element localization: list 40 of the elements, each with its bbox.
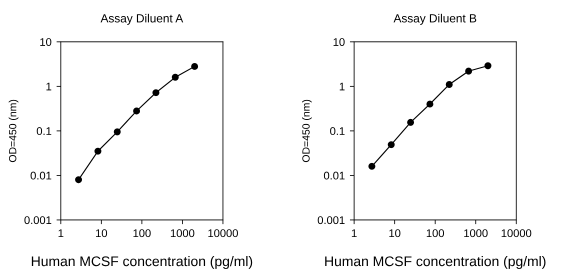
x-tick-label: 100 — [426, 229, 444, 238]
y-tick-label: 0.1 — [36, 127, 52, 136]
y-tick-label: 0.001 — [318, 216, 345, 224]
point — [484, 62, 492, 70]
point — [152, 89, 160, 96]
y-tick-label: 0.001 — [24, 216, 52, 224]
point — [94, 148, 102, 155]
x-tick-label: 100 — [133, 229, 151, 238]
chart-title: Assay Diluent B — [394, 14, 476, 25]
x-tick-label: 10 — [389, 229, 400, 238]
x-axis-title: Human MCSF concentration (pg/ml) — [32, 256, 252, 269]
x-tick-label: 10 — [96, 229, 108, 238]
point — [388, 141, 395, 148]
point — [75, 176, 82, 184]
point — [133, 108, 140, 114]
y-axis-title: OD=450 (nm) — [302, 100, 312, 162]
point — [407, 118, 414, 126]
y-axis-title: OD=450 (nm) — [8, 100, 18, 162]
x-tick-label: 1 — [352, 229, 357, 238]
point — [426, 100, 434, 108]
point — [465, 68, 472, 75]
x-tick-label: 10000 — [502, 229, 532, 238]
point — [114, 128, 121, 136]
x-tick-label: 1000 — [464, 229, 488, 238]
x-tick-label: 1 — [58, 229, 64, 238]
point — [191, 62, 198, 70]
y-tick-label: 0.01 — [30, 172, 52, 180]
y-tick-label: 10 — [334, 38, 345, 46]
y-tick-label: 1 — [46, 82, 52, 90]
point — [446, 81, 453, 88]
y-tick-label: 0.1 — [330, 127, 345, 136]
y-tick-label: 0.01 — [324, 172, 345, 180]
point — [172, 74, 179, 81]
x-axis-title: Human MCSF concentration (pg/ml) — [325, 256, 546, 269]
y-tick-label: 10 — [40, 38, 52, 46]
chart-title: Assay Diluent A — [100, 14, 184, 25]
y-tick-label: 1 — [340, 82, 345, 90]
x-tick-label: 1000 — [170, 229, 194, 238]
point — [368, 162, 376, 170]
x-tick-label: 10000 — [208, 229, 238, 238]
